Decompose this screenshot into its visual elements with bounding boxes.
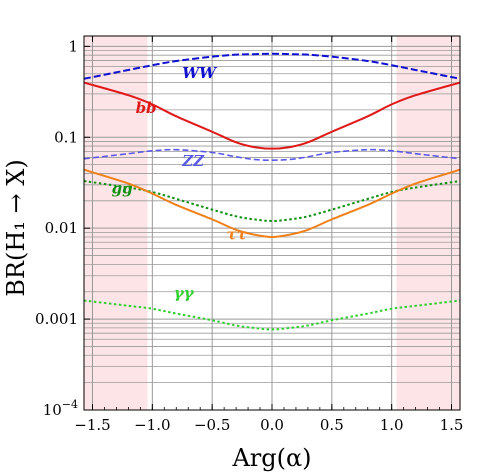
x-tick-label: 0.5 [320,416,344,434]
series-label-gg: gg [112,180,133,198]
x-tick-label: −1.5 [74,416,110,434]
series-line-γγ [83,299,461,331]
y-tick-label: 0.01 [45,219,78,237]
series-labels: WW bb ZZ gg ττ γγ [112,64,248,302]
series-label-ττ: ττ [227,226,248,244]
axis-ticks: −1.5 −1.0 −0.5 0.0 0.5 1.0 1.5 1 0.1 0.01 0.001 10−… [35,37,463,434]
series-curves [83,52,461,331]
series-label-ZZ: ZZ [181,152,205,170]
series-line-ZZ [83,148,461,161]
x-tick-label: −1.0 [134,416,170,434]
series-line-WW [83,52,461,80]
x-tick-label: 1.0 [380,416,404,434]
y-tick-label: 0.1 [54,128,78,146]
x-axis-title: Arg(α) [231,444,311,472]
plot-frame [83,35,461,411]
x-tick-label: −0.5 [194,416,230,434]
series-label-WW: WW [182,64,218,82]
x-tick-label: 0.0 [260,416,284,434]
series-label-bb: bb [136,99,157,117]
series-line-ττ [83,168,461,238]
series-label-γγ: γγ [174,284,195,302]
y-axis-title: BR(H₁ → X) [2,159,30,296]
series-line-bb [83,81,461,150]
y-tick-label: 0.001 [35,310,78,328]
x-tick-label: 1.5 [440,416,464,434]
series-line-gg [83,180,461,222]
y-tick-label: 10−4 [43,398,78,419]
y-tick-label: 1 [68,37,78,55]
